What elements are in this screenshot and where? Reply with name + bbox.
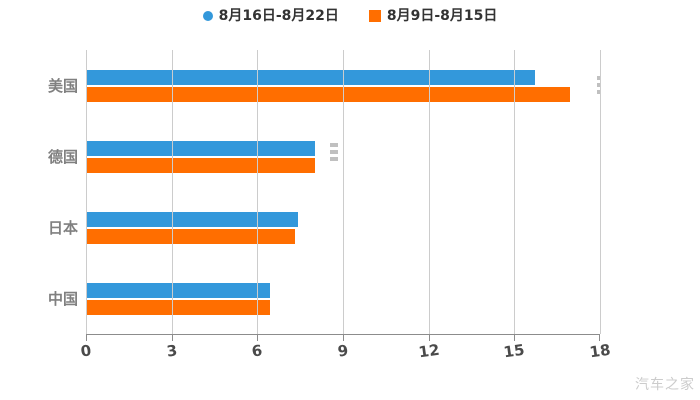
- bar-rows: [87, 50, 601, 334]
- bar-china-week-aug16-22: [87, 282, 270, 298]
- x-tick-12: [428, 335, 430, 341]
- x-tick-3: [171, 335, 173, 341]
- gridline-x-18: [600, 50, 601, 334]
- y-axis-label-usa: 美国: [47, 77, 78, 95]
- bar-china-week-aug9-15: [87, 299, 270, 315]
- legend-item-week-aug16-22[interactable]: 8月16日-8月22日: [202, 8, 339, 24]
- x-tick-label-6: 6: [250, 341, 264, 361]
- x-tick-15: [514, 335, 516, 341]
- bar-japan-week-aug16-22: [87, 211, 299, 227]
- x-tick-label-15: 15: [502, 340, 526, 362]
- legend-label: 8月9日-8月15日: [386, 8, 498, 24]
- x-tick-label-18: 18: [588, 340, 612, 362]
- y-axis-label-germany: 德国: [47, 148, 78, 166]
- bar-row-germany: [87, 121, 601, 192]
- bar-usa-week-aug16-22: [87, 69, 536, 85]
- dashed-gridline-fragment: [597, 76, 600, 95]
- bar-germany-week-aug9-15: [87, 157, 316, 173]
- x-tick-0: [86, 335, 87, 341]
- legend-item-week-aug9-15[interactable]: 8月9日-8月15日: [368, 8, 498, 24]
- legend-square-icon: [368, 10, 381, 22]
- bar-row-japan: [87, 192, 601, 263]
- y-axis-labels: 美国 德国 日本 中国: [0, 50, 80, 334]
- watermark: 汽车之家: [635, 377, 695, 393]
- plot-area: [86, 50, 601, 334]
- dashed-gridline-fragment: [330, 143, 338, 163]
- gridline-x-9: [343, 50, 344, 334]
- y-axis-label-china: 中国: [47, 290, 78, 308]
- x-tick-label-0: 0: [79, 341, 93, 361]
- gridline-x-6: [257, 50, 259, 334]
- gridline-x-15: [514, 50, 516, 334]
- x-axis: 0 3 6 9 12 15 18: [80, 334, 612, 362]
- x-tick-label-12: 12: [417, 340, 441, 362]
- bar-row-usa: [87, 50, 601, 121]
- y-axis-label-japan: 日本: [47, 219, 78, 237]
- x-tick-9: [343, 335, 344, 341]
- gridline-x-3: [171, 50, 173, 334]
- x-tick-18: [599, 335, 600, 341]
- gridline-x-12: [428, 50, 430, 334]
- x-tick-label-9: 9: [336, 341, 350, 361]
- legend: 8月16日-8月22日 8月9日-8月15日: [0, 5, 700, 27]
- bar-usa-week-aug9-15: [87, 86, 570, 102]
- bar-germany-week-aug16-22: [87, 140, 316, 156]
- x-tick-label-3: 3: [165, 341, 179, 361]
- legend-label: 8月16日-8月22日: [218, 8, 339, 24]
- legend-circle-icon: [202, 11, 213, 21]
- bar-row-china: [87, 263, 601, 334]
- x-tick-6: [257, 335, 259, 341]
- bar-japan-week-aug9-15: [87, 228, 296, 244]
